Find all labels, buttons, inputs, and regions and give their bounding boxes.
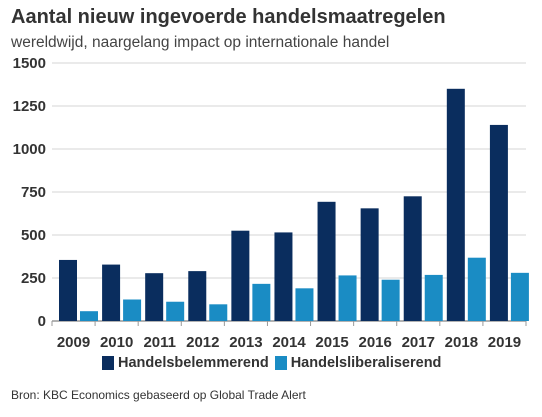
bar-handelsbelemmerend-2009 [59, 259, 77, 321]
bar-handelsliberaliserend-2015 [338, 275, 357, 321]
legend-swatch-handelsbelemmerend [102, 356, 114, 370]
x-tick-label-2019: 2019 [488, 334, 521, 351]
bar-handelsbelemmerend-2017 [403, 196, 422, 321]
bar-handelsliberaliserend-2013 [252, 283, 271, 321]
x-tick-label-2018: 2018 [445, 334, 478, 351]
y-tick-label-1500: 1500 [13, 55, 46, 72]
bar-handelsliberaliserend-2009 [80, 311, 98, 321]
legend-item-handelsliberaliserend: Handelsliberaliserend [274, 355, 442, 371]
source-note: Bron: KBC Economics gebaseerd op Global … [11, 388, 306, 402]
bar-handelsliberaliserend-2012 [209, 304, 228, 321]
x-tick-label-2010: 2010 [100, 334, 133, 351]
bar-handelsbelemmerend-2014 [274, 232, 293, 321]
x-tick-label-2013: 2013 [229, 334, 262, 351]
x-tick-label-2014: 2014 [272, 334, 306, 351]
chart-subtitle: wereldwijd, naargelang impact op interna… [11, 34, 390, 51]
y-tick-label-1250: 1250 [13, 98, 46, 115]
bar-handelsliberaliserend-2017 [424, 274, 443, 321]
x-tick-label-2012: 2012 [186, 334, 219, 351]
bar-handelsbelemmerend-2018 [446, 88, 465, 321]
bar-handelsbelemmerend-2019 [489, 124, 508, 321]
x-tick-label-2011: 2011 [143, 334, 176, 351]
x-tick-label-2016: 2016 [358, 334, 391, 351]
y-tick-label-1000: 1000 [13, 141, 46, 158]
bar-handelsliberaliserend-2010 [123, 299, 142, 321]
x-tick-label-2015: 2015 [315, 334, 348, 351]
y-tick-label-250: 250 [21, 270, 46, 287]
bar-handelsbelemmerend-2012 [188, 271, 207, 321]
legend-swatch-handelsliberaliserend [274, 356, 287, 370]
bar-handelsliberaliserend-2019 [510, 272, 529, 321]
chart-title: Aantal nieuw ingevoerde handelsmaatregel… [11, 6, 446, 28]
x-tick-label-2017: 2017 [402, 334, 435, 351]
bar-handelsliberaliserend-2018 [467, 257, 486, 321]
y-tick-label-0: 0 [38, 313, 46, 330]
legend-label-handelsbelemmerend: Handelsbelemmerend [118, 355, 269, 371]
y-tick-label-750: 750 [21, 184, 46, 201]
bar-handelsbelemmerend-2016 [360, 208, 379, 321]
bar-handelsliberaliserend-2014 [295, 288, 314, 321]
x-tick-label-2009: 2009 [57, 334, 90, 351]
bar-handelsliberaliserend-2016 [381, 279, 400, 321]
y-tick-label-500: 500 [21, 227, 46, 244]
bar-handelsbelemmerend-2013 [231, 230, 250, 321]
bar-handelsliberaliserend-2011 [166, 301, 185, 321]
legend: Handelsbelemmerend Handelsliberaliserend [102, 354, 447, 372]
bar-handelsbelemmerend-2011 [145, 273, 164, 321]
bar-handelsbelemmerend-2010 [102, 264, 121, 321]
legend-item-handelsbelemmerend: Handelsbelemmerend [102, 355, 269, 371]
bar-handelsbelemmerend-2015 [317, 201, 336, 321]
legend-label-handelsliberaliserend: Handelsliberaliserend [290, 355, 442, 371]
